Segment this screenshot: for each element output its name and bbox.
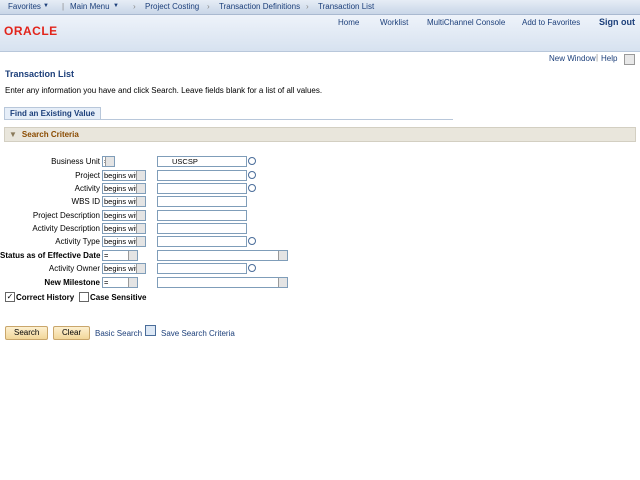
breadcrumb[interactable]: Transaction Definitions	[219, 2, 301, 11]
lookup-icon[interactable]	[248, 157, 256, 165]
separator: |	[62, 2, 65, 11]
lookup-icon[interactable]	[248, 184, 256, 192]
operator-select[interactable]: =	[102, 277, 138, 288]
value-select[interactable]	[157, 277, 288, 288]
field-label: Activity Type	[55, 237, 100, 246]
header	[0, 15, 640, 51]
field-label: Status as of Effective Date	[0, 251, 101, 260]
divider	[0, 51, 640, 52]
value-input[interactable]	[157, 170, 247, 181]
operator-select[interactable]: =	[102, 250, 138, 261]
page-title: Transaction List	[5, 69, 75, 79]
field-label: Activity Description	[32, 224, 100, 233]
operator-select[interactable]: begins with	[102, 263, 146, 274]
field-label: Activity	[74, 184, 100, 193]
logo: ORACLE	[4, 24, 58, 38]
checkbox[interactable]: ✓	[5, 292, 15, 302]
operator-select[interactable]: begins with	[102, 223, 146, 234]
header-link[interactable]: Worklist	[380, 18, 409, 27]
value-input[interactable]	[157, 263, 247, 274]
toolbar-link[interactable]: New Window	[549, 54, 596, 63]
tab-line	[4, 119, 453, 120]
field-label: Project	[75, 171, 100, 180]
value-input[interactable]	[157, 210, 247, 221]
operator-select[interactable]: begins with	[102, 170, 146, 181]
value-input[interactable]: USCSP	[157, 156, 247, 167]
field-label: Activity Owner	[48, 264, 100, 273]
link[interactable]: Basic Search	[95, 329, 143, 338]
collapse-arrow: ▼	[9, 130, 17, 139]
value-input[interactable]	[157, 196, 247, 207]
value-input[interactable]	[157, 223, 247, 234]
checkbox-label: Case Sensitive	[90, 293, 147, 302]
header-link[interactable]: Home	[338, 18, 360, 27]
operator-select[interactable]: =	[102, 156, 115, 167]
breadcrumb[interactable]: Transaction List	[318, 2, 375, 11]
nav-bar	[0, 0, 640, 15]
separator: |	[596, 53, 599, 62]
checkbox[interactable]	[79, 292, 89, 302]
toolbar-link[interactable]: Help	[601, 54, 618, 63]
dropdown-arrow: ▼	[43, 3, 49, 9]
operator-select[interactable]: begins with	[102, 196, 146, 207]
field-label: WBS ID	[71, 197, 100, 206]
separator: ›	[306, 2, 309, 11]
section-title: Search Criteria	[21, 130, 79, 139]
header-link[interactable]: MultiChannel Console	[427, 18, 506, 27]
lookup-icon[interactable]	[248, 171, 256, 179]
breadcrumb[interactable]: Main Menu	[70, 2, 110, 11]
save-icon	[145, 325, 156, 336]
button[interactable]: Clear	[53, 326, 91, 340]
instructions: Enter any information you have and click…	[5, 86, 323, 95]
field-label: Business Unit	[51, 157, 100, 166]
lookup-icon[interactable]	[248, 264, 256, 272]
link[interactable]: Save Search Criteria	[161, 329, 235, 338]
field-label: New Milestone	[44, 278, 100, 287]
value-input[interactable]	[157, 183, 247, 194]
value-input[interactable]	[157, 236, 247, 247]
checkbox-label: Correct History	[16, 293, 75, 302]
dropdown-arrow: ▼	[113, 3, 119, 9]
scroll-icon[interactable]	[624, 54, 635, 65]
separator: ›	[133, 2, 136, 11]
header-link[interactable]: Sign out	[599, 17, 635, 27]
tab[interactable]: Find an Existing Value	[4, 107, 101, 119]
value-select[interactable]	[157, 250, 288, 261]
section-header[interactable]: ▼ Search Criteria	[4, 127, 636, 142]
breadcrumb[interactable]: Favorites	[8, 2, 41, 11]
separator: ›	[207, 2, 210, 11]
lookup-icon[interactable]	[248, 237, 256, 245]
operator-select[interactable]: begins with	[102, 210, 146, 221]
operator-select[interactable]: begins with	[102, 183, 146, 194]
field-label: Project Description	[32, 211, 100, 220]
header-link[interactable]: Add to Favorites	[522, 18, 581, 27]
operator-select[interactable]: begins with	[102, 236, 146, 247]
breadcrumb[interactable]: Project Costing	[145, 2, 200, 11]
button[interactable]: Search	[5, 326, 49, 340]
